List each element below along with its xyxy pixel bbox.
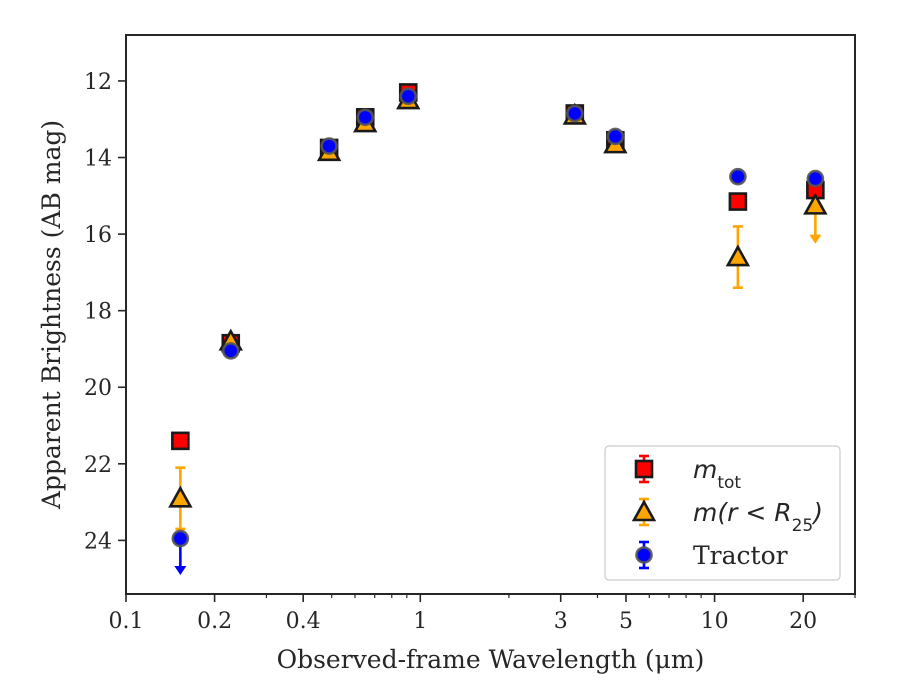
x-tick-label: 0.1 — [109, 609, 144, 634]
y-tick-label: 22 — [84, 453, 112, 478]
data-point — [171, 431, 190, 451]
legend-label: Tractor — [693, 541, 788, 570]
y-tick-label: 18 — [84, 300, 112, 325]
x-tick-label: 20 — [789, 609, 817, 634]
data-point — [221, 342, 240, 360]
data-marks — [168, 83, 828, 575]
x-tick-label: 1 — [413, 609, 427, 634]
data-point — [728, 192, 748, 211]
data-point — [566, 104, 584, 123]
x-tick-label: 5 — [619, 609, 633, 634]
legend: mtot m(r < R25) Tractor — [604, 445, 841, 581]
axis-ticks: 0.1 0.2 0.4 1 3 5 10 20 12 14 16 18 20 22 24 — [84, 70, 856, 634]
x-tick-label: 3 — [554, 609, 568, 634]
x-tick-label: 0.2 — [197, 609, 232, 634]
legend-marker — [634, 459, 654, 479]
data-point — [606, 127, 625, 146]
data-point — [729, 167, 747, 186]
y-tick-label: 12 — [84, 70, 112, 95]
legend-label: mtot — [693, 455, 741, 493]
y-tick-label: 16 — [84, 223, 112, 248]
data-point — [725, 244, 751, 267]
data-point — [171, 529, 190, 548]
series-circle — [171, 87, 825, 575]
data-point — [806, 169, 825, 188]
data-point — [320, 137, 338, 155]
x-tick-label: 0.4 — [286, 609, 321, 634]
legend-marker — [631, 499, 657, 522]
y-tick-label: 24 — [84, 529, 112, 554]
y-tick-label: 20 — [84, 376, 112, 401]
y-axis-label: Apparent Brightness (AB mag) — [37, 120, 66, 510]
upper-limit-arrow — [174, 565, 187, 575]
data-point — [168, 485, 193, 508]
legend-box — [604, 445, 841, 581]
series-square — [171, 83, 825, 451]
plot-frame — [125, 34, 856, 595]
data-point — [356, 108, 375, 127]
y-tick-label: 14 — [84, 147, 112, 172]
x-axis-label: Observed-frame Wavelength (μm) — [277, 645, 705, 674]
data-point — [399, 87, 418, 106]
upper-limit-arrow — [809, 234, 822, 244]
x-tick-label: 10 — [701, 609, 729, 634]
legend-marker — [635, 546, 653, 564]
data-point — [803, 192, 828, 215]
legend-label: m(r < R25) — [693, 498, 823, 536]
